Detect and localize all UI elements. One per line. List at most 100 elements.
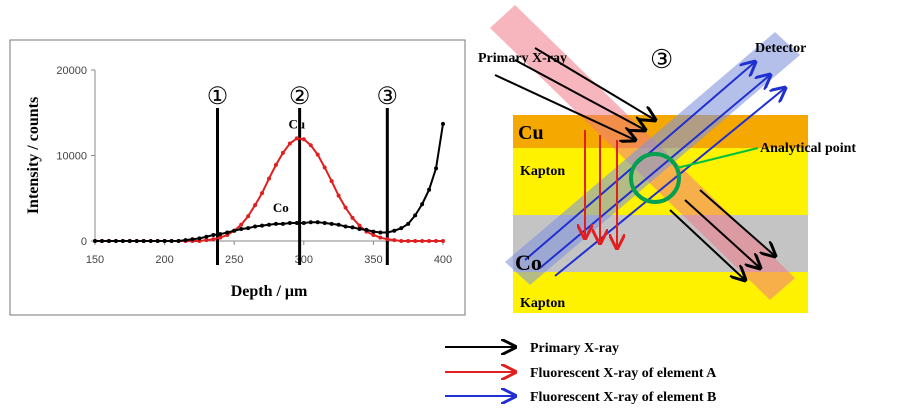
point: [170, 239, 174, 243]
point: [371, 230, 375, 234]
point: [434, 239, 438, 243]
point: [135, 239, 139, 243]
beam-label: Primary X-ray: [478, 51, 567, 66]
point: [309, 220, 313, 224]
point: [149, 239, 153, 243]
point: [344, 206, 348, 210]
point: [399, 239, 403, 243]
point: [302, 137, 306, 141]
point: [281, 222, 285, 226]
point: [288, 142, 292, 146]
point: [232, 229, 236, 233]
marker-label: ②: [289, 84, 311, 110]
point: [385, 230, 389, 234]
point: [295, 221, 299, 225]
legend: Primary X-ray Fluorescent X-ray of eleme…: [445, 341, 717, 405]
point: [427, 188, 431, 192]
point: [357, 224, 361, 228]
marker-label: ①: [207, 84, 229, 110]
point: [337, 194, 341, 198]
point: [246, 214, 250, 218]
point: [427, 239, 431, 243]
point: [323, 165, 327, 169]
detector-label: Detector: [755, 41, 806, 56]
point: [190, 237, 194, 241]
point: [351, 225, 355, 229]
point: [295, 136, 299, 140]
point: [316, 220, 320, 224]
point: [309, 143, 313, 147]
point: [357, 227, 361, 231]
point: [323, 221, 327, 225]
series-label: Cu: [289, 116, 306, 131]
point: [183, 238, 187, 242]
point: [218, 236, 222, 240]
point: [218, 232, 222, 236]
point: [406, 222, 410, 226]
point: [197, 236, 201, 240]
point: [267, 177, 271, 181]
point: [274, 222, 278, 226]
point: [344, 224, 348, 228]
point: [93, 239, 97, 243]
marker-label: ③: [377, 84, 399, 110]
legend-text: Primary X-ray: [530, 341, 619, 356]
point: [441, 122, 445, 126]
point: [288, 221, 292, 225]
y-tick-label: 0: [81, 236, 87, 248]
point: [378, 236, 382, 240]
point: [413, 213, 417, 217]
point: [371, 233, 375, 237]
point: [211, 233, 215, 237]
point: [253, 224, 257, 228]
point: [225, 230, 229, 234]
layer-label: Co: [515, 250, 542, 275]
position-label: ③: [650, 45, 673, 74]
point: [441, 239, 445, 243]
point: [114, 239, 118, 243]
point: [253, 203, 257, 207]
point: [267, 223, 271, 227]
point: [239, 227, 243, 231]
point: [121, 239, 125, 243]
x-tick-label: 300: [295, 254, 313, 266]
legend-text: Fluorescent X-ray of element B: [530, 390, 716, 405]
point: [330, 222, 334, 226]
layer-label: Kapton: [520, 296, 565, 311]
point: [281, 151, 285, 155]
point: [364, 228, 368, 232]
point: [204, 238, 208, 242]
point: [177, 239, 181, 243]
point: [142, 239, 146, 243]
y-tick-label: 20000: [56, 65, 87, 77]
layer-label: Kapton: [520, 164, 565, 179]
point: [351, 216, 355, 220]
point: [246, 226, 250, 230]
page: 01000020000150200250300350400Depth / μmI…: [0, 0, 901, 407]
point: [392, 229, 396, 233]
x-tick-label: 250: [225, 254, 243, 266]
series-label: Co: [273, 200, 289, 215]
point: [128, 239, 132, 243]
chart-frame: [10, 40, 465, 315]
y-tick-label: 10000: [56, 151, 87, 163]
point: [100, 239, 104, 243]
point: [163, 239, 167, 243]
diagram: Primary X-ray ③ Detector Cu Kapton Co Ka…: [478, 5, 856, 313]
point: [316, 153, 320, 157]
point: [420, 239, 424, 243]
point: [378, 230, 382, 234]
point: [385, 237, 389, 241]
legend-text: Fluorescent X-ray of element A: [530, 366, 717, 381]
x-tick-label: 350: [364, 254, 382, 266]
point-label: Analytical point: [760, 141, 856, 156]
point: [406, 239, 410, 243]
point: [260, 191, 264, 195]
y-axis-label: Intensity / counts: [25, 97, 42, 214]
point: [274, 163, 278, 167]
point: [420, 202, 424, 206]
point: [260, 224, 264, 228]
point: [302, 221, 306, 225]
x-tick-label: 200: [155, 254, 173, 266]
point: [211, 237, 215, 241]
